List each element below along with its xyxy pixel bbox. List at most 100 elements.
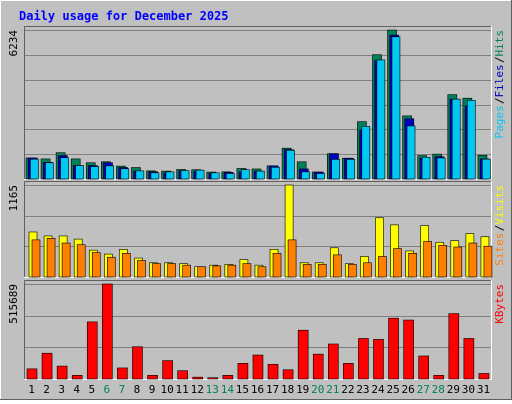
x-tick-label-day-10: 10 <box>160 383 173 396</box>
bar-pages-day-5 <box>90 166 99 180</box>
bar-pages-day-17 <box>271 166 280 180</box>
bar-kbytes-day-12 <box>192 376 204 380</box>
x-tick-label-day-18: 18 <box>281 383 294 396</box>
bar-kbytes-day-18 <box>282 369 294 380</box>
x-tick-label-day-8: 8 <box>134 383 141 396</box>
bar-sites-day-12 <box>197 266 207 278</box>
x-tick-label-day-19: 19 <box>296 383 309 396</box>
bar-kbytes-day-7 <box>117 367 128 380</box>
bar-kbytes-day-2 <box>41 352 53 380</box>
x-tick-label-day-20: 20 <box>311 383 324 396</box>
x-tick-label-day-12: 12 <box>191 383 204 396</box>
bar-pages-day-11 <box>180 170 190 180</box>
bar-pages-day-13 <box>210 172 220 180</box>
bar-kbytes-day-14 <box>222 375 234 380</box>
bar-kbytes-day-25 <box>388 317 399 380</box>
x-tick-label-day-9: 9 <box>149 383 156 396</box>
bar-pages-day-1 <box>30 158 39 180</box>
bar-sites-day-6 <box>107 256 116 278</box>
bar-pages-day-27 <box>421 156 431 180</box>
bar-kbytes-day-4 <box>71 375 83 380</box>
bar-kbytes-day-23 <box>358 338 369 380</box>
bar-kbytes-day-10 <box>162 360 173 380</box>
bar-kbytes-day-19 <box>297 329 309 380</box>
bar-kbytes-day-5 <box>86 321 98 380</box>
legend-pages: Pages <box>493 105 506 138</box>
bar-pages-day-4 <box>75 165 84 180</box>
bar-sites-day-10 <box>167 263 176 278</box>
bar-kbytes-day-13 <box>207 377 219 380</box>
bar-sites-day-9 <box>152 263 161 278</box>
bar-sites-day-7 <box>122 253 131 278</box>
bar-kbytes-day-20 <box>312 353 324 380</box>
bar-kbytes-day-24 <box>373 339 384 380</box>
bar-kbytes-day-8 <box>132 346 143 380</box>
bar-sites-day-27 <box>423 241 432 278</box>
bar-pages-day-18 <box>286 150 295 180</box>
bar-kbytes-day-30 <box>463 338 475 380</box>
bar-sites-day-28 <box>438 245 448 278</box>
bar-sites-day-21 <box>332 254 342 278</box>
x-tick-label-day-15: 15 <box>236 383 249 396</box>
x-tick-label-day-11: 11 <box>176 383 189 396</box>
x-tick-label-day-24: 24 <box>371 383 385 396</box>
bar-pages-day-28 <box>436 157 446 180</box>
bar-pages-day-22 <box>346 159 356 180</box>
bar-sites-day-23 <box>363 262 372 278</box>
x-tick-label-day-1: 1 <box>28 383 35 396</box>
bar-pages-day-7 <box>120 168 130 180</box>
bar-sites-day-8 <box>137 260 146 278</box>
bar-sites-day-14 <box>227 264 237 278</box>
legend-separator: / <box>493 97 506 104</box>
bar-kbytes-day-1 <box>26 368 38 380</box>
x-tick-label-day-3: 3 <box>58 383 65 396</box>
bar-pages-day-6 <box>105 165 115 180</box>
bar-pages-day-8 <box>135 170 145 180</box>
legend-files: Files <box>493 64 506 97</box>
bar-pages-day-25 <box>391 36 401 180</box>
bar-kbytes-day-27 <box>418 355 429 380</box>
bar-kbytes-day-29 <box>448 313 460 380</box>
x-tick-label-day-25: 25 <box>386 383 399 396</box>
bar-kbytes-day-16 <box>252 354 264 380</box>
x-tick-label-day-23: 23 <box>356 383 369 396</box>
bar-sites-day-31 <box>483 245 493 278</box>
x-tick-label-day-27: 27 <box>417 383 430 396</box>
bar-sites-day-26 <box>408 253 417 278</box>
panel-3-ymax-label: 515689 <box>7 284 20 324</box>
x-tick-label-day-2: 2 <box>43 383 50 396</box>
bar-sites-day-22 <box>348 264 357 278</box>
legend-visits: Visits <box>493 185 506 225</box>
x-tick-label-day-28: 28 <box>432 383 445 396</box>
x-tick-label-day-26: 26 <box>402 383 415 396</box>
legend-sites: Sites <box>493 233 506 266</box>
bar-pages-day-2 <box>45 162 54 180</box>
bar-kbytes-day-11 <box>177 370 188 380</box>
bar-pages-day-23 <box>361 126 371 180</box>
x-tick-label-day-13: 13 <box>206 383 219 396</box>
legend-kbytes: KBytes <box>493 284 506 324</box>
bar-sites-day-2 <box>46 238 56 278</box>
chart-title: Daily usage for December 2025 <box>19 9 229 23</box>
bar-pages-day-31 <box>482 158 491 180</box>
bar-pages-day-16 <box>256 170 265 180</box>
bar-sites-day-29 <box>453 246 463 278</box>
bar-kbytes-day-22 <box>343 363 354 380</box>
bar-pages-day-30 <box>466 100 476 180</box>
x-tick-label-day-14: 14 <box>221 383 235 396</box>
panel-2-ymax-label: 1165 <box>7 185 20 212</box>
bar-sites-day-16 <box>257 266 267 278</box>
legend-separator: / <box>493 225 506 232</box>
bar-pages-day-24 <box>376 59 386 180</box>
bar-sites-day-13 <box>212 265 222 278</box>
bar-sites-day-15 <box>242 263 252 278</box>
x-tick-label-day-4: 4 <box>73 383 80 396</box>
legend-separator: / <box>493 56 506 63</box>
bar-kbytes-day-6 <box>102 283 113 380</box>
bar-pages-day-10 <box>165 171 175 180</box>
bar-kbytes-day-26 <box>403 319 414 380</box>
bar-kbytes-day-17 <box>267 363 279 380</box>
x-tick-label-day-16: 16 <box>251 383 264 396</box>
